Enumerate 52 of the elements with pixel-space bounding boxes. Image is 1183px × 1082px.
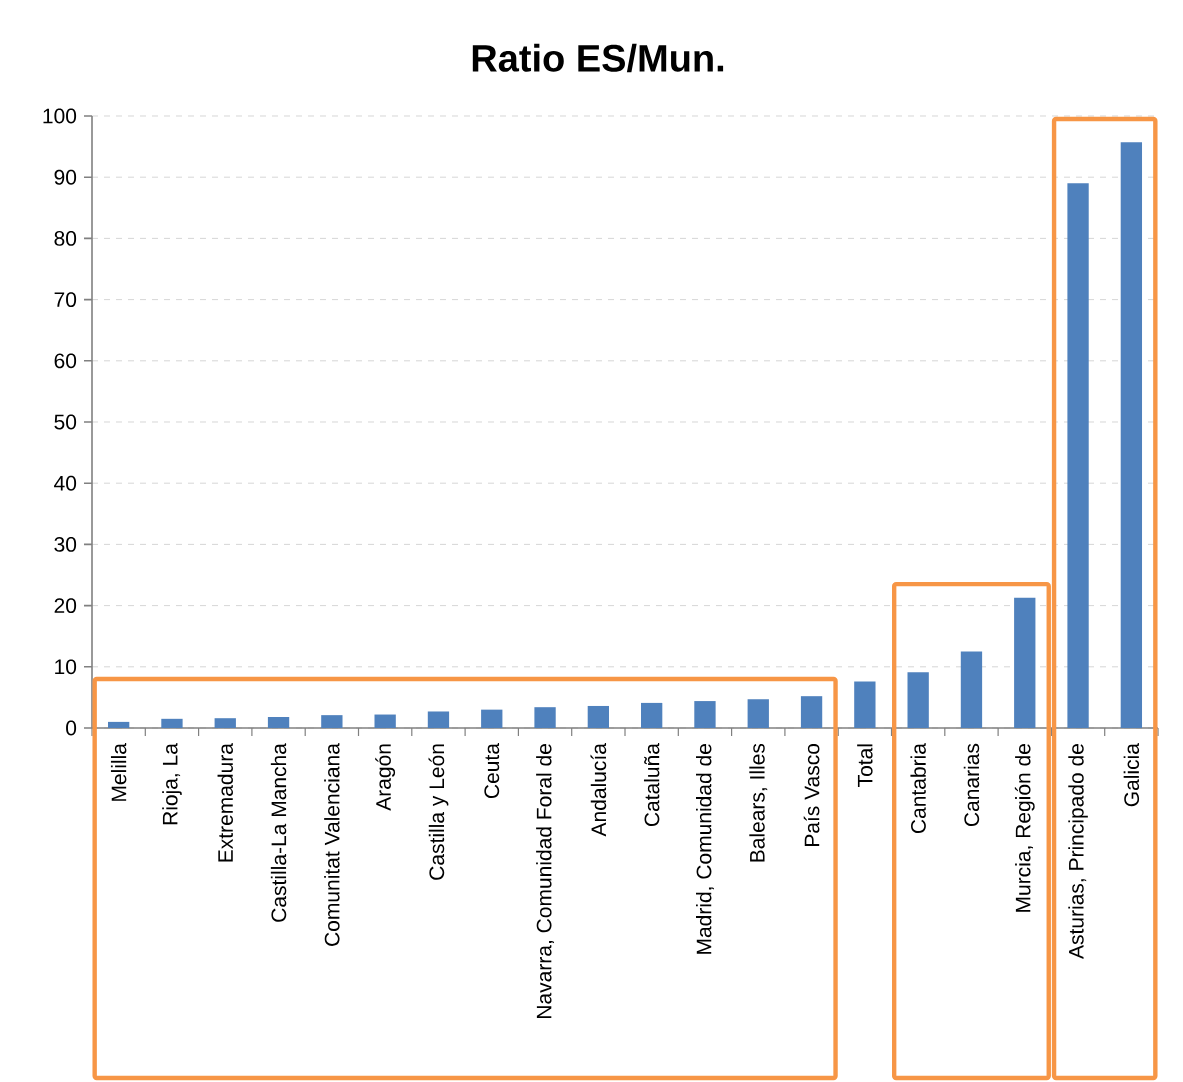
y-tick-label: 20 — [54, 598, 77, 614]
bar — [1067, 183, 1089, 728]
bar — [267, 716, 290, 728]
bar — [321, 715, 343, 728]
x-tick-label: Canarias — [963, 743, 980, 827]
x-tick-label: Melilla — [110, 743, 127, 801]
x-tick-label: Asturias, Principado de — [1068, 744, 1088, 959]
x-tick-label: Galicia — [1123, 743, 1140, 807]
bar — [747, 699, 769, 728]
bar — [587, 705, 610, 728]
bar — [107, 721, 130, 728]
x-tick-label: Andalucía — [590, 743, 607, 837]
bar — [534, 707, 556, 728]
bar — [214, 718, 236, 728]
bar — [427, 711, 450, 728]
bar — [1014, 597, 1036, 728]
y-tick-label: 60 — [54, 353, 77, 369]
chart-title: Ratio ES/Mun. — [472, 43, 724, 73]
bar — [907, 672, 929, 728]
bar — [694, 701, 716, 728]
bar — [1120, 142, 1143, 728]
bar — [374, 714, 396, 728]
bar — [161, 718, 183, 728]
y-tick-label: 80 — [54, 230, 77, 246]
x-tick-label: Murcia, Región de — [1014, 744, 1035, 912]
bar — [800, 696, 823, 728]
x-tick-label: Castilla-La Mancha — [270, 743, 287, 922]
x-tick-label: Ceuta — [484, 743, 500, 799]
x-tick-label: Comunitat Valenciana — [324, 743, 340, 946]
x-tick-label: Aragón — [375, 744, 396, 811]
x-tick-label: País Vasco — [803, 743, 820, 846]
y-tick-label: 50 — [54, 414, 77, 430]
bar — [481, 709, 503, 728]
y-tick-label: 10 — [55, 659, 77, 675]
bar — [960, 651, 983, 728]
x-tick-label: Balears, Illes — [749, 743, 768, 862]
y-tick-label: 0 — [66, 720, 77, 736]
y-tick-label: 30 — [54, 536, 77, 552]
x-tick-label: Extremadura — [217, 743, 233, 862]
x-tick-label: Cataluña — [643, 743, 660, 827]
y-tick-label: 90 — [54, 169, 77, 185]
bar — [641, 702, 663, 728]
x-tick-label: Rioja, La — [162, 743, 182, 825]
x-tick-label: Cantabria — [910, 743, 926, 834]
x-tick-label: Madrid, Comunidad de — [696, 744, 714, 954]
y-tick-label: 100 — [43, 108, 77, 124]
x-tick-label: Castilla y León — [428, 744, 449, 880]
x-tick-label: Navarra, Comunidad Foral de — [536, 744, 555, 1018]
x-tick-label: Total — [857, 744, 873, 787]
y-tick-label: 70 — [54, 292, 77, 308]
bar — [854, 681, 876, 728]
y-tick-label: 40 — [54, 475, 77, 491]
